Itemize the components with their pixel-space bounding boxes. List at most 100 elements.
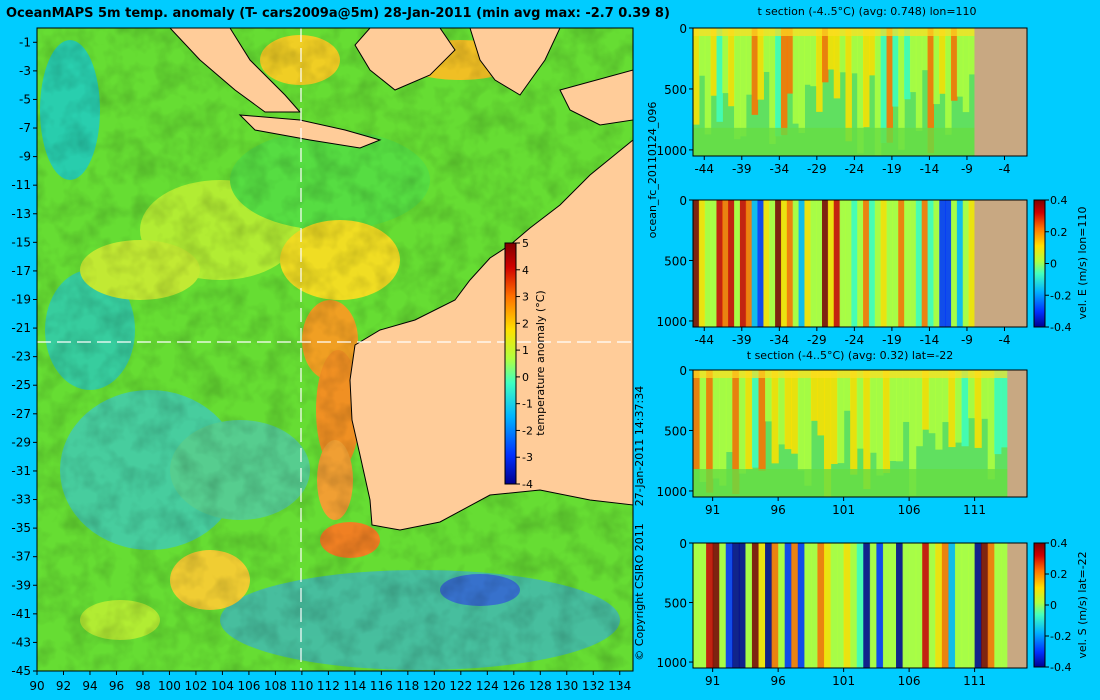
section-field-column <box>839 200 847 327</box>
section-field-column <box>954 543 963 668</box>
map-colorbar-gradient <box>504 242 517 485</box>
section-field-column <box>904 200 911 327</box>
section-x-tick-label: -44 <box>694 333 714 347</box>
section-field-column <box>915 370 923 447</box>
section-x-tick-label: -39 <box>732 333 752 347</box>
section-field-column <box>1000 370 1008 448</box>
section-field-column <box>784 543 792 668</box>
section-field-column <box>792 28 800 124</box>
section-x-tick-label: -34 <box>770 333 790 347</box>
map-x-tick-label: 118 <box>396 679 419 693</box>
section-field-column <box>798 200 806 327</box>
section-field-column <box>693 370 701 470</box>
section-field-column <box>994 370 1002 455</box>
section-field-column <box>863 370 871 489</box>
section-field-column <box>837 370 845 464</box>
section-field-column <box>902 370 910 422</box>
map-colorbar-tick-label: 4 <box>522 264 529 277</box>
t-section-lat-panel: 91 96 101 106 111 0 500 1000 <box>656 364 1028 517</box>
section-field-column <box>722 28 729 94</box>
section-field-column <box>892 28 899 107</box>
map-x-tick-label: 106 <box>237 679 260 693</box>
section-y-tick-label: 500 <box>664 83 687 97</box>
section-field-column <box>710 200 718 327</box>
section-field-column <box>886 28 893 143</box>
map-y-tick-label: -1 <box>19 35 31 49</box>
section-y-tick-label: 500 <box>664 597 687 611</box>
vel-s-section-lat-panel: 91 96 101 106 111 0 500 1000 <box>656 537 1028 688</box>
section-field-column <box>935 370 943 450</box>
section-field-column <box>889 370 897 462</box>
map-x-tick-label: 108 <box>264 679 287 693</box>
section-field-column <box>863 28 870 128</box>
section-field-column <box>716 28 723 122</box>
section-field-column <box>804 370 812 486</box>
section-field-column <box>987 543 995 668</box>
map-colorbar-ticks: -4 -3 -2 -1 0 1 2 3 4 5 <box>516 237 533 491</box>
section-field-column <box>962 28 970 113</box>
section-field-column <box>856 543 864 668</box>
section-field-column <box>827 28 835 70</box>
map-x-tick-label: 134 <box>608 679 631 693</box>
vel-s-colorbar-gradient <box>1033 542 1046 668</box>
map-x-tick-label: 124 <box>476 679 499 693</box>
section-land <box>974 28 1027 156</box>
section-x-tick-label: 96 <box>770 503 785 517</box>
section-field-column <box>804 200 811 327</box>
section-field-column <box>716 200 723 327</box>
vel-colorbar-tick-label: 0.4 <box>1050 537 1068 550</box>
section-field-column <box>961 543 969 668</box>
map-x-tick-label: 102 <box>184 679 207 693</box>
section-field-column <box>927 28 935 154</box>
map-y-tick-label: -37 <box>11 550 31 564</box>
section-field-column <box>804 543 812 668</box>
map-y-tick-label: -27 <box>11 407 31 421</box>
section-field-column <box>898 28 905 150</box>
section-field-column <box>734 200 741 327</box>
section-x-tick-label: -24 <box>845 333 865 347</box>
section-field-column <box>896 543 904 668</box>
vel-colorbar-tick-label: -0.2 <box>1050 630 1071 643</box>
section-field-column <box>706 543 714 668</box>
section-field-column <box>830 370 838 464</box>
section-x-tick-label: 91 <box>705 503 720 517</box>
section-field-column <box>804 28 811 85</box>
vel-colorbar-tick-label: 0.4 <box>1050 194 1068 207</box>
section-x-tick-label: -29 <box>807 333 827 347</box>
map-x-tick-label: 130 <box>555 679 578 693</box>
section-field-column <box>710 28 718 96</box>
section-field-column <box>822 200 829 327</box>
section-y-tick-label: 0 <box>679 22 687 36</box>
map-y-axis: -1 -3 -5 -7 -9 -11 -13 -15 -17 -19 -21 -23 -25 -27 -29… <box>11 35 37 678</box>
map-y-tick-label: -35 <box>11 521 31 535</box>
section-field-column <box>909 28 917 93</box>
map-x-tick-label: 90 <box>29 679 44 693</box>
section-field-column <box>974 370 982 448</box>
section-field-column <box>784 370 792 450</box>
section-field-column <box>927 200 935 327</box>
section-field-column <box>751 543 760 668</box>
section-x-tick-label: -34 <box>770 162 790 176</box>
map-x-axis: 90 92 94 96 98 100 102 104 106 108 110 112 114 116 118… <box>29 671 631 693</box>
section-field-column <box>725 543 733 668</box>
section-field-column <box>816 200 823 327</box>
section-field-column <box>928 543 936 668</box>
section-field-column <box>758 543 766 668</box>
section-field-column <box>728 28 735 107</box>
section-field-column <box>939 200 946 327</box>
section-field-column <box>751 370 760 468</box>
section-x-tick-label: 96 <box>770 674 785 688</box>
section-field-column <box>738 543 746 668</box>
section-field-column <box>935 543 943 668</box>
section-field-column <box>769 200 776 327</box>
section-field-column <box>792 200 800 327</box>
vel-e-colorbar-ticks: -0.4 -0.2 0 0.2 0.4 <box>1045 194 1071 334</box>
section-frame <box>692 369 1028 498</box>
section-field-column <box>830 543 838 668</box>
section-y-tick-label: 500 <box>664 254 687 268</box>
section-y-tick-label: 1000 <box>656 485 687 499</box>
borneo-land <box>354 27 456 91</box>
section-y-tick-label: 0 <box>679 194 687 208</box>
section-field-column <box>751 28 759 115</box>
section-field-column <box>933 200 940 327</box>
